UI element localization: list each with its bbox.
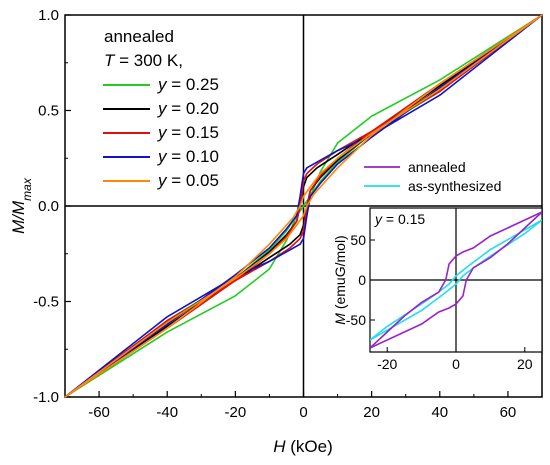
inset-annotation-variable: y (374, 211, 383, 227)
x-tick-label: 40 (431, 404, 448, 421)
y-tick-label: 1.0 (38, 7, 59, 24)
legend-title-variable: T (104, 51, 116, 70)
legend-label-variable: y (157, 171, 168, 190)
inset-legend: annealed as-synthesized (364, 159, 501, 194)
inset-panel: -20 0 20 -50 0 50 y = 0.15 M (emuG/mol) (332, 207, 543, 372)
curve-descending-y-0-05 (64, 14, 543, 398)
y-tick-label: 0.5 (38, 103, 59, 120)
curve-descending-y-0-15 (64, 14, 543, 398)
y-axis-label-denominator: /M (9, 200, 28, 221)
inset-axes: -20 0 20 -50 0 50 (346, 208, 542, 372)
legend-label-variable: y (157, 75, 168, 94)
legend-label: y = 0.25 (157, 75, 219, 94)
legend-title-line2: T = 300 K, (104, 51, 183, 70)
x-axis-label-unit: (kOe) (286, 437, 333, 456)
inset-y-axis-label-unit: (emuG/mol) (332, 235, 348, 313)
main-legend: annealed T = 300 K, y = 0.25y = 0.20y = … (103, 27, 219, 190)
main-curves (64, 14, 543, 398)
y-tick-label: -0.5 (33, 294, 59, 311)
inset-x-tick-label: -20 (377, 356, 397, 372)
inset-y-tick-label: 50 (350, 232, 366, 248)
legend-label-variable: y (157, 147, 168, 166)
x-tick-label: -20 (225, 404, 247, 421)
inset-curves (370, 211, 542, 349)
y-axis-label: M/Mmax (9, 177, 34, 234)
inset-curve-ascending-annealed (370, 211, 542, 349)
x-axis-label: H (kOe) (273, 437, 333, 456)
legend-label-value: = 0.05 (167, 171, 219, 190)
legend-label-value: = 0.20 (167, 99, 219, 118)
inset-y-axis-label: M (emuG/mol) (332, 235, 348, 324)
legend-label-value: = 0.10 (167, 147, 219, 166)
main-axes: -60 -40 -20 0 20 40 60 -1.0 -0.5 0.0 0.5 1.0 (33, 7, 543, 421)
legend-label-value: = 0.15 (167, 123, 219, 142)
y-axis-label-variable: M (9, 219, 28, 234)
x-tick-label: 20 (363, 404, 380, 421)
legend-label-variable: y (157, 123, 168, 142)
x-axis-label-variable: H (273, 437, 286, 456)
inset-x-tick-label: 20 (517, 356, 533, 372)
legend-label-variable: y (157, 99, 168, 118)
x-tick-label: 60 (500, 404, 517, 421)
curve-ascending-y-0-05 (64, 14, 543, 398)
legend-label: y = 0.10 (157, 147, 219, 166)
x-tick-label: 0 (299, 404, 307, 421)
inset-y-tick-label: 0 (358, 272, 366, 288)
legend-label: y = 0.20 (157, 99, 219, 118)
inset-y-axis-label-variable: M (332, 313, 348, 325)
legend-label-value: = 0.25 (167, 75, 219, 94)
legend-label: y = 0.15 (157, 123, 219, 142)
inset-curve-descending-annealed (370, 211, 542, 349)
legend-title-line1: annealed (104, 27, 174, 46)
x-tick-label: -40 (156, 404, 178, 421)
y-axis-label-subscript: max (20, 177, 34, 201)
y-tick-label: 0.0 (38, 198, 59, 215)
legend-title-rest: = 300 K, (114, 51, 183, 70)
y-tick-label: -1.0 (33, 389, 59, 406)
inset-legend-label: as-synthesized (408, 178, 501, 194)
inset-annotation-rest: = 0.15 (382, 211, 425, 227)
legend-label: y = 0.05 (157, 171, 219, 190)
curve-ascending-y-0-15 (64, 14, 543, 398)
inset-legend-label: annealed (408, 159, 466, 175)
inset-y-tick-label: -50 (346, 312, 366, 328)
inset-x-tick-label: 0 (452, 356, 460, 372)
inset-annotation: y = 0.15 (374, 211, 425, 227)
x-tick-label: -60 (88, 404, 110, 421)
